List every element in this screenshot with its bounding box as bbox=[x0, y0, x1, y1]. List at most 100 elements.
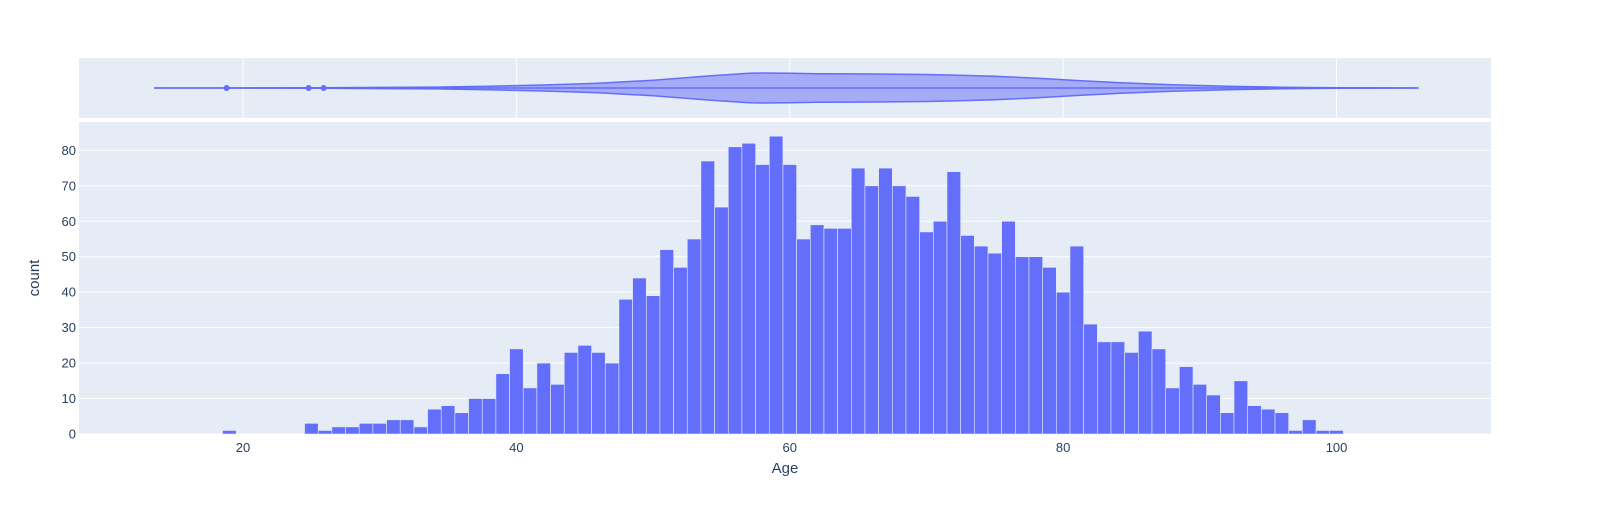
histogram-panel: 0 10 20 30 40 50 60 70 80 20 40 60 80 100 bbox=[62, 122, 1491, 455]
y-tick-label-20: 20 bbox=[62, 356, 76, 371]
histogram-bar-16 bbox=[509, 348, 524, 435]
histogram-bar-50 bbox=[974, 245, 989, 435]
histogram-bar-20 bbox=[563, 352, 579, 435]
violin-outlier-point-2 bbox=[320, 85, 327, 91]
violin-outlier-point-0 bbox=[223, 85, 230, 91]
histogram-bar-53 bbox=[1015, 256, 1030, 435]
histogram-bar-41 bbox=[850, 167, 866, 435]
histogram-bar-59 bbox=[1097, 341, 1112, 435]
histogram-bar-11 bbox=[440, 405, 456, 435]
histogram-bar-22 bbox=[591, 352, 606, 435]
histogram-bar-72 bbox=[1274, 412, 1290, 435]
histogram-bar-65 bbox=[1179, 366, 1194, 435]
histogram-bar-47 bbox=[933, 220, 948, 435]
histogram-bars bbox=[222, 135, 1344, 435]
histogram-bar-74 bbox=[1302, 419, 1317, 435]
histogram-bar-51 bbox=[987, 252, 1002, 435]
violin-panel bbox=[79, 58, 1491, 118]
histogram-bar-70 bbox=[1247, 405, 1262, 435]
histogram-bar-35 bbox=[768, 135, 784, 435]
y-tick-label-40: 40 bbox=[62, 285, 76, 300]
histogram-bar-17 bbox=[522, 387, 538, 435]
histogram-bar-66 bbox=[1192, 384, 1207, 435]
histogram-bar-44 bbox=[891, 185, 907, 435]
histogram-bar-33 bbox=[741, 142, 756, 435]
y-tick-label-30: 30 bbox=[62, 320, 76, 335]
histogram-bar-49 bbox=[960, 235, 975, 435]
histogram-bar-37 bbox=[796, 238, 811, 435]
histogram-bar-1 bbox=[304, 423, 319, 435]
y-tick-label-50: 50 bbox=[62, 249, 76, 264]
histogram-bar-55 bbox=[1042, 267, 1057, 435]
histogram-bar-58 bbox=[1083, 323, 1098, 435]
histogram-bar-14 bbox=[481, 398, 497, 435]
histogram-bar-10 bbox=[427, 408, 442, 435]
histogram-bar-19 bbox=[550, 384, 565, 435]
histogram-bar-73 bbox=[1288, 430, 1303, 435]
histogram-bar-57 bbox=[1069, 245, 1084, 435]
histogram-bar-48 bbox=[946, 171, 961, 435]
histogram-bar-15 bbox=[495, 373, 510, 435]
y-tick-label-10: 10 bbox=[62, 391, 76, 406]
histogram-bar-29 bbox=[686, 238, 702, 435]
histogram-bar-39 bbox=[823, 228, 838, 435]
y-tick-label-70: 70 bbox=[62, 178, 76, 193]
histogram-bar-28 bbox=[673, 267, 688, 435]
violin-outlier-points bbox=[223, 85, 327, 91]
x-axis-title: Age bbox=[772, 460, 799, 477]
histogram-bar-9 bbox=[413, 426, 428, 435]
histogram-bar-40 bbox=[837, 228, 852, 435]
y-tick-label-60: 60 bbox=[62, 214, 76, 229]
histogram-bar-12 bbox=[454, 412, 469, 435]
histogram-bar-68 bbox=[1220, 412, 1235, 435]
x-tick-label-60: 60 bbox=[783, 440, 797, 455]
histogram-bar-3 bbox=[331, 426, 346, 435]
histogram-bar-18 bbox=[536, 362, 551, 435]
histogram-bar-8 bbox=[399, 419, 415, 435]
histogram-bar-13 bbox=[468, 398, 483, 435]
y-axis-title: count bbox=[26, 259, 43, 297]
histogram-bar-0 bbox=[222, 430, 237, 435]
histogram-bar-46 bbox=[919, 231, 934, 435]
y-tick-label-80: 80 bbox=[62, 143, 76, 158]
histogram-bar-38 bbox=[809, 224, 825, 435]
histogram-bar-63 bbox=[1151, 348, 1166, 435]
histogram-bar-76 bbox=[1329, 430, 1344, 435]
histogram-bar-71 bbox=[1261, 408, 1276, 435]
violin-outlier-point-1 bbox=[305, 85, 312, 91]
x-tick-label-40: 40 bbox=[509, 440, 523, 455]
histogram-bar-25 bbox=[632, 277, 647, 435]
histogram-bar-69 bbox=[1233, 380, 1248, 435]
y-tick-label-0: 0 bbox=[69, 427, 76, 442]
histogram-bar-30 bbox=[700, 160, 715, 435]
histogram-bar-32 bbox=[727, 146, 743, 435]
histogram-bar-4 bbox=[345, 426, 360, 435]
histogram-bar-23 bbox=[604, 362, 620, 435]
x-tick-label-100: 100 bbox=[1326, 440, 1348, 455]
histogram-bar-7 bbox=[386, 419, 401, 435]
x-tick-label-20: 20 bbox=[236, 440, 250, 455]
histogram-bar-42 bbox=[864, 185, 879, 435]
x-tick-label-80: 80 bbox=[1056, 440, 1070, 455]
histogram-bar-45 bbox=[905, 196, 920, 435]
histogram-bar-31 bbox=[714, 206, 729, 435]
y-axis-tick-labels: 0 10 20 30 40 50 60 70 80 bbox=[62, 143, 76, 442]
histogram-bar-62 bbox=[1138, 330, 1153, 435]
x-axis-tick-labels: 20 40 60 80 100 bbox=[236, 440, 1348, 455]
histogram-bar-5 bbox=[358, 423, 374, 435]
histogram-bar-52 bbox=[1001, 220, 1016, 435]
histogram-bar-54 bbox=[1028, 256, 1043, 435]
histogram-bar-27 bbox=[659, 249, 674, 435]
histogram-bar-2 bbox=[317, 430, 333, 435]
histogram-bar-60 bbox=[1110, 341, 1125, 435]
histogram-bar-64 bbox=[1165, 387, 1180, 435]
histogram-bar-24 bbox=[618, 298, 633, 435]
histogram-bar-34 bbox=[755, 164, 770, 435]
histogram-bar-61 bbox=[1124, 352, 1139, 435]
histogram-bar-56 bbox=[1056, 291, 1071, 435]
histogram-bar-6 bbox=[372, 423, 387, 435]
histogram-bar-67 bbox=[1206, 394, 1221, 435]
histogram-bar-43 bbox=[878, 167, 893, 435]
histogram-bar-75 bbox=[1315, 430, 1331, 435]
